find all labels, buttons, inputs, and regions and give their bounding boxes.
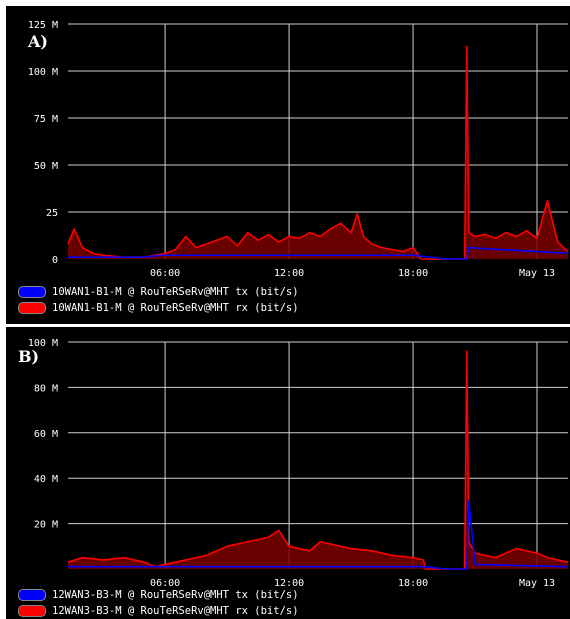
legend-swatch-blue [18,589,46,601]
x-tick-label: 18:00 [398,578,428,589]
y-tick-label: 50 M [34,161,58,172]
x-tick-label: May 13 [519,578,555,589]
chart-b-svg: 100 M 80 M 60 M 40 M 20 M 06:00 12:00 18:00 May … [28,338,569,589]
legend-a: 10WAN1-B1-M @ RouTeRSeRv@MHT tx (bit/s) … [18,284,299,316]
chart-a-svg: 125 M 100 M 75 M 50 M 25 0 06:00 12:00 18:00 May … [28,20,569,279]
y-tick-label: 40 M [34,474,58,485]
y-tick-label: 20 M [34,520,58,531]
y-tick-label: 0 [52,255,58,266]
y-tick-label: 75 M [34,114,58,125]
series-tx-line [68,246,569,260]
series-rx-area [68,351,568,569]
legend-label-tx: 12WAN3-B3-M @ RouTeRSeRv@MHT tx (bit/s) [52,589,299,601]
y-tick-label: 100 M [28,67,58,78]
x-tick-label: 12:00 [274,578,304,589]
legend-label-rx: 12WAN3-B3-M @ RouTeRSeRv@MHT rx (bit/s) [52,605,299,617]
legend-item-tx: 12WAN3-B3-M @ RouTeRSeRv@MHT tx (bit/s) [18,587,299,603]
y-tick-label: 60 M [34,429,58,440]
legend-swatch-blue [18,286,46,298]
legend-item-rx: 12WAN3-B3-M @ RouTeRSeRv@MHT rx (bit/s) [18,603,299,619]
chart-panel-a: 125 M 100 M 75 M 50 M 25 0 06:00 12:00 18:00 May … [6,6,570,324]
legend-item-rx: 10WAN1-B1-M @ RouTeRSeRv@MHT rx (bit/s) [18,300,299,316]
legend-swatch-red [18,302,46,314]
legend-swatch-red [18,605,46,617]
x-tick-label: 06:00 [150,578,180,589]
legend-label-tx: 10WAN1-B1-M @ RouTeRSeRv@MHT tx (bit/s) [52,286,299,298]
y-tick-label: 125 M [28,20,58,31]
panel-label-a: A) [28,32,48,51]
series-rx-area [68,46,568,260]
legend-b: 12WAN3-B3-M @ RouTeRSeRv@MHT tx (bit/s) … [18,587,299,619]
x-tick-label: 06:00 [150,268,180,279]
x-tick-label: 18:00 [398,268,428,279]
y-tick-label: 100 M [28,338,58,349]
series-rx-line [67,45,569,260]
series-rx-line [67,350,569,570]
x-tick-label: May 13 [519,268,555,279]
x-tick-label: 12:00 [274,268,304,279]
y-tick-label: 25 [46,208,58,219]
legend-label-rx: 10WAN1-B1-M @ RouTeRSeRv@MHT rx (bit/s) [52,302,299,314]
panel-label-b: B) [18,347,40,366]
y-tick-label: 80 M [34,383,58,394]
series-tx-line [68,500,569,570]
legend-item-tx: 10WAN1-B1-M @ RouTeRSeRv@MHT tx (bit/s) [18,284,299,300]
chart-panel-b: 100 M 80 M 60 M 40 M 20 M 06:00 12:00 18:00 May … [6,327,570,619]
